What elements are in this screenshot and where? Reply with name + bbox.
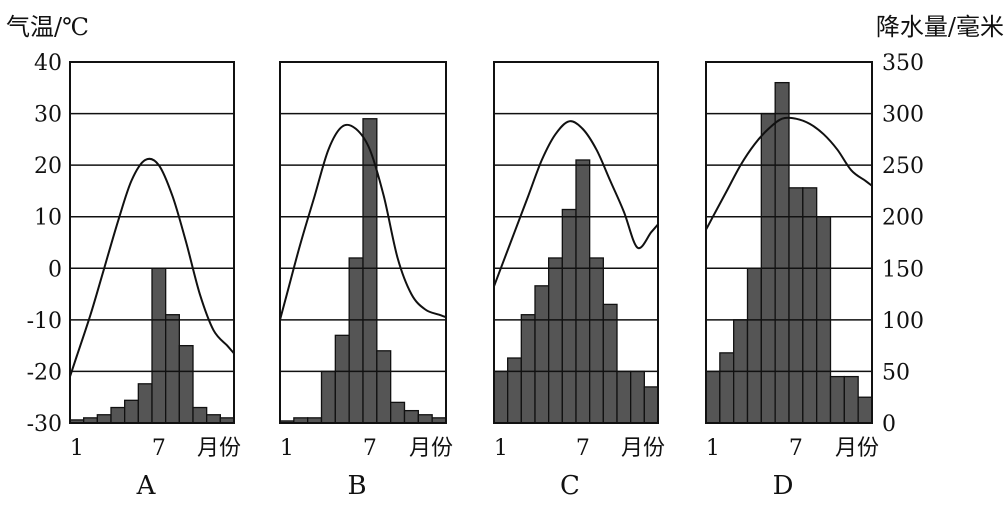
panel-label: B [347, 471, 366, 501]
precipitation-bar [802, 187, 818, 424]
precipitation-bar [589, 257, 604, 424]
precipitation-bar [403, 409, 419, 424]
precipitation-bar [843, 375, 859, 424]
precipitation-bar [719, 352, 735, 424]
temperature-line [493, 120, 659, 287]
precipitation-bar [857, 396, 873, 424]
precipitation-bar [390, 401, 406, 424]
precipitation-bar [602, 303, 618, 424]
temperature-line [705, 116, 873, 231]
precipitation-bar [151, 267, 167, 424]
x-tick-label-7: 7 [363, 436, 377, 461]
panel-label: A [136, 471, 157, 501]
precipitation-bar [788, 187, 804, 424]
precipitation-bar [705, 370, 721, 424]
right-tick-label: 300 [882, 103, 924, 128]
precipitation-bar [206, 414, 221, 424]
x-axis-unit: 月份 [409, 436, 453, 461]
x-tick-label-7: 7 [152, 436, 166, 461]
x-tick-label-1: 1 [706, 436, 720, 461]
x-axis-unit: 月份 [197, 436, 241, 461]
chart-panel-c: 1 7 月份 C [493, 61, 665, 501]
precipitation-bar [548, 257, 563, 424]
precipitation-bar [561, 208, 577, 424]
chart-panel-b: 1 7 月份 B [279, 61, 453, 501]
left-tick-label: 20 [34, 154, 62, 179]
left-tick-label: -20 [27, 360, 62, 385]
precipitation-bar [137, 383, 153, 424]
precipitation-bar [192, 406, 208, 424]
x-tick-label-1: 1 [494, 436, 508, 461]
left-tick-label: -10 [27, 309, 62, 334]
panel-label: D [773, 471, 794, 501]
panel-label: C [560, 471, 580, 501]
right-tick-label: 150 [882, 257, 924, 282]
precipitation-bar [507, 357, 522, 424]
left-axis: 40 30 20 10 0 -10 -20 -30 [27, 51, 62, 437]
precipitation-bar [616, 370, 632, 424]
right-tick-label: 50 [882, 360, 910, 385]
panel-frame [705, 61, 873, 424]
temperature-line [69, 157, 235, 377]
x-tick-label-7: 7 [789, 436, 803, 461]
panel-frame [493, 61, 659, 424]
chart-panel-d: 1 7 月份 D [705, 61, 879, 501]
precipitation-bar [165, 314, 180, 424]
precipitation-bar [829, 375, 845, 424]
precipitation-bar [376, 350, 392, 424]
precipitation-bar [630, 370, 645, 424]
precipitation-bar [520, 314, 536, 424]
precipitation-bar [534, 285, 550, 424]
right-tick-label: 0 [882, 412, 896, 437]
precipitation-bar [96, 414, 112, 424]
precipitation-bar [320, 370, 336, 424]
right-tick-label: 250 [882, 154, 924, 179]
x-axis-unit: 月份 [835, 436, 879, 461]
left-tick-label: 40 [34, 51, 62, 76]
panel-frame [69, 61, 235, 424]
precipitation-bar [348, 257, 364, 424]
precipitation-bar [746, 267, 762, 424]
right-tick-label: 100 [882, 309, 924, 334]
chart-panel-a: 1 7 月份 A [69, 61, 241, 501]
x-tick-label-7: 7 [576, 436, 590, 461]
precipitation-bar [334, 334, 350, 424]
precipitation-bar [124, 399, 139, 424]
precipitation-bar [110, 406, 126, 424]
x-axis-unit: 月份 [621, 436, 665, 461]
precipitation-bar [575, 159, 591, 424]
left-tick-label: -30 [27, 412, 62, 437]
left-axis-title: 气温/℃ [6, 13, 89, 41]
precipitation-bar [643, 386, 659, 424]
x-tick-label-1: 1 [280, 436, 294, 461]
precipitation-bar [417, 414, 433, 424]
x-tick-label-1: 1 [70, 436, 84, 461]
right-tick-label: 200 [882, 206, 924, 231]
left-tick-label: 30 [34, 103, 62, 128]
right-axis: 350 300 250 200 150 100 50 0 [882, 51, 924, 437]
temperature-line [279, 123, 447, 321]
left-tick-label: 10 [34, 206, 62, 231]
precipitation-bar [178, 344, 194, 424]
right-tick-label: 350 [882, 51, 924, 76]
right-axis-title: 降水量/毫米 [876, 13, 1004, 41]
precipitation-bar [493, 370, 509, 424]
left-tick-label: 0 [48, 257, 62, 282]
panel-frame [279, 61, 447, 424]
chart-panels: 1 7 月份 A 1 7 月份 B 1 7 月份 C 1 7 月份 D [69, 61, 879, 501]
